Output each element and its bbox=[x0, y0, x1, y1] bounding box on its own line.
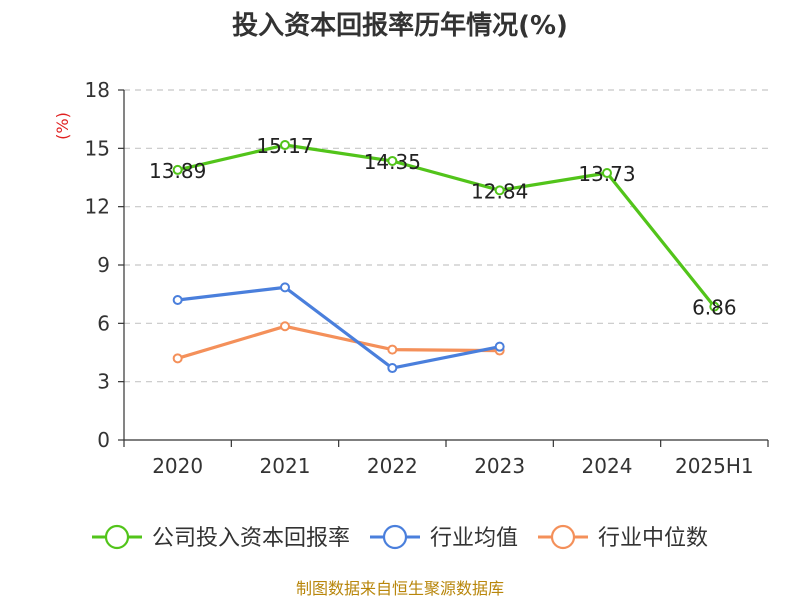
data-label: 12.84 bbox=[471, 179, 528, 203]
legend-label: 行业中位数 bbox=[598, 526, 708, 551]
data-label: 6.86 bbox=[692, 296, 737, 320]
series-0 bbox=[172, 140, 720, 312]
series-line bbox=[177, 324, 500, 360]
y-tick-label: 12 bbox=[85, 195, 110, 219]
y-tick-label: 6 bbox=[97, 311, 110, 335]
data-point bbox=[602, 168, 612, 179]
x-tick-label: 2021 bbox=[260, 454, 311, 478]
series-line bbox=[177, 143, 716, 308]
legend: 公司投入资本回报率 行业均值 行业中位数 bbox=[92, 524, 708, 551]
y-tick-label: 0 bbox=[97, 428, 110, 452]
x-tick-label: 2023 bbox=[474, 454, 525, 478]
data-point bbox=[172, 295, 183, 305]
data-point bbox=[709, 301, 720, 312]
data-point bbox=[387, 155, 398, 166]
data-label: 13.73 bbox=[578, 162, 635, 186]
data-point bbox=[280, 321, 290, 332]
data-point bbox=[172, 353, 183, 364]
y-tick-label: 9 bbox=[97, 253, 110, 277]
data-point bbox=[280, 282, 290, 293]
data-point bbox=[387, 344, 398, 355]
series-layer bbox=[172, 140, 720, 374]
legend-item-1: 行业均值 bbox=[370, 524, 518, 551]
series-1 bbox=[172, 282, 505, 374]
legend-item-2: 行业中位数 bbox=[538, 524, 708, 551]
data-point bbox=[387, 363, 398, 374]
y-tick-label: 3 bbox=[97, 370, 110, 394]
data-label: 14.35 bbox=[364, 150, 421, 174]
x-tick-label: 2022 bbox=[367, 454, 418, 478]
series-line bbox=[177, 285, 501, 370]
legend-marker bbox=[104, 524, 130, 550]
legend-marker bbox=[550, 524, 576, 550]
source-note: 制图数据来自恒生聚源数据库 bbox=[296, 579, 504, 598]
legend-label: 公司投入资本回报率 bbox=[152, 526, 350, 551]
data-labels: 13.89 15.17 14.35 12.84 13.73 6.86 bbox=[149, 134, 737, 320]
x-tick-label: 2020 bbox=[152, 454, 203, 478]
x-tick-label: 2024 bbox=[582, 454, 633, 478]
x-tick-label: 2025H1 bbox=[675, 454, 754, 478]
data-label: 13.89 bbox=[149, 159, 206, 183]
y-tick-label: 15 bbox=[85, 136, 110, 160]
chart-title: 投入资本回报率历年情况(%) bbox=[232, 10, 568, 41]
data-point bbox=[494, 185, 505, 196]
data-point bbox=[280, 140, 290, 151]
data-point bbox=[494, 341, 505, 352]
y-axis-label: (%) bbox=[53, 112, 72, 140]
legend-label: 行业均值 bbox=[430, 526, 518, 551]
y-tick-label: 18 bbox=[85, 78, 110, 102]
data-point bbox=[172, 164, 183, 175]
axes: 0 3 6 9 12 15 18 2020 2021 2022 2023 2024 2025H1 bbox=[85, 78, 769, 478]
data-label: 15.17 bbox=[256, 134, 313, 158]
grid-lines bbox=[124, 89, 768, 383]
legend-marker bbox=[382, 524, 408, 550]
legend-item-0: 公司投入资本回报率 bbox=[92, 524, 350, 551]
